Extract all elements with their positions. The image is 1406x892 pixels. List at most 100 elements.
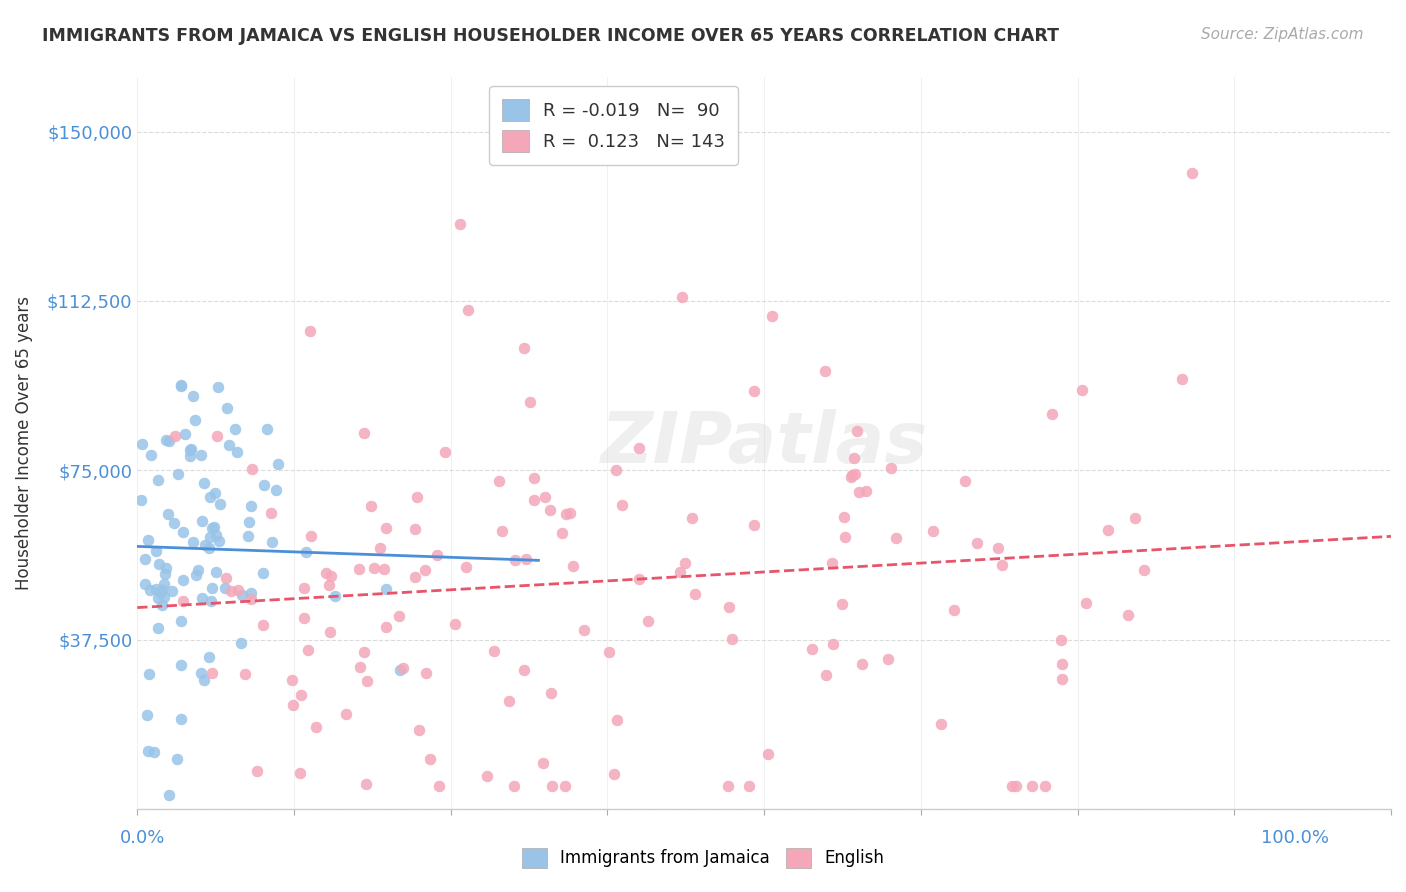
Point [146,591,169,605]
Point [375,620,398,634]
Point [321,569,343,583]
Point [1123,511,1146,525]
Point [141,448,163,462]
Point [218,438,240,452]
Point [555,508,578,522]
Point [929,717,952,731]
Point [540,780,562,794]
Point [683,587,706,601]
Point [368,541,391,555]
Point [1050,672,1073,686]
Point [756,747,779,761]
Point [721,632,744,646]
Point [305,720,328,734]
Point [319,625,342,640]
Point [671,290,693,304]
Point [669,565,692,579]
Point [491,524,513,538]
Point [454,560,477,574]
Point [153,590,176,604]
Point [884,531,907,545]
Point [427,780,450,794]
Point [157,434,180,448]
Point [356,673,378,688]
Point [558,507,581,521]
Legend: R = -0.019   N=  90, R =  0.123   N= 143: R = -0.019 N= 90, R = 0.123 N= 143 [489,87,738,165]
Point [166,752,188,766]
Point [170,657,193,672]
Point [603,767,626,781]
Point [353,426,375,441]
Point [877,652,900,666]
Point [202,519,225,533]
Point [413,563,436,577]
Point [515,552,537,566]
Point [200,594,222,608]
Point [426,548,449,562]
Point [297,643,319,657]
Point [139,583,162,598]
Point [229,636,252,650]
Point [136,744,159,758]
Point [737,780,759,794]
Point [179,450,201,464]
Point [236,529,259,543]
Point [637,615,659,629]
Point [214,581,236,595]
Point [606,713,628,727]
Point [1076,596,1098,610]
Point [136,533,159,547]
Point [502,780,524,794]
Point [389,663,412,677]
Point [292,611,315,625]
Point [388,608,411,623]
Point [200,490,222,504]
Point [1132,563,1154,577]
Point [323,589,346,603]
Point [193,475,215,490]
Point [198,649,221,664]
Point [375,582,398,597]
Point [179,442,201,457]
Point [374,521,396,535]
Point [315,566,337,580]
Point [204,485,226,500]
Point [373,562,395,576]
Point [842,451,865,466]
Point [160,584,183,599]
Point [1033,780,1056,794]
Point [240,462,263,476]
Point [834,530,856,544]
Point [298,324,321,338]
Point [180,442,202,456]
Point [800,641,823,656]
Point [318,578,340,592]
Point [201,521,224,535]
Point [540,686,562,700]
Point [354,777,377,791]
Point [205,429,228,443]
Point [155,433,177,447]
Y-axis label: Householder Income Over 65 years: Householder Income Over 65 years [15,296,32,591]
Point [562,559,585,574]
Point [392,661,415,675]
Point [966,536,988,550]
Point [190,514,212,528]
Point [200,530,222,544]
Point [498,694,520,708]
Point [598,644,620,658]
Point [1001,780,1024,794]
Point [170,712,193,726]
Point [292,581,315,595]
Point [155,561,177,575]
Point [194,538,217,552]
Point [215,571,238,585]
Point [880,460,903,475]
Point [673,556,696,570]
Point [281,698,304,712]
Point [457,302,479,317]
Point [831,597,853,611]
Point [554,780,576,794]
Point [419,752,441,766]
Point [153,577,176,591]
